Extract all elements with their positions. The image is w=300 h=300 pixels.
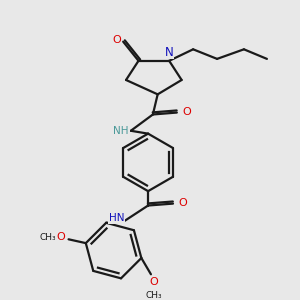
Text: CH₃: CH₃ (146, 291, 162, 300)
Text: NH: NH (113, 126, 129, 136)
Text: CH₃: CH₃ (39, 233, 56, 242)
Text: O: O (56, 232, 65, 242)
Text: O: O (112, 35, 121, 45)
Text: HN: HN (109, 213, 124, 223)
Text: O: O (149, 277, 158, 287)
Text: O: O (178, 198, 187, 208)
Text: O: O (182, 106, 191, 117)
Text: N: N (165, 46, 173, 59)
